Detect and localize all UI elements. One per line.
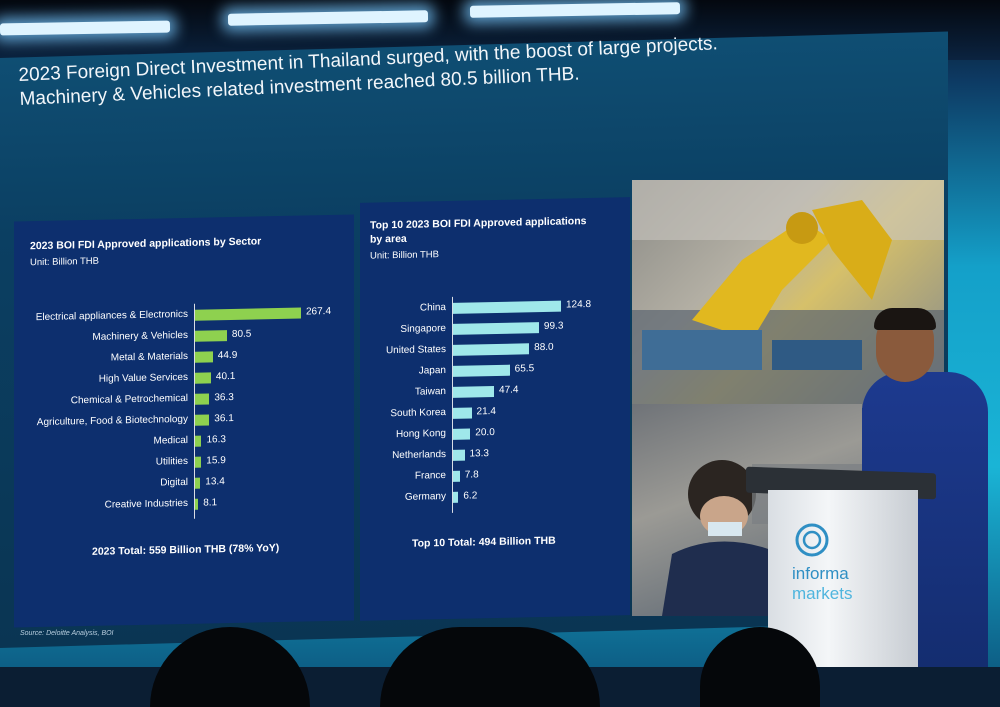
area-chart-total: Top 10 Total: 494 Billion THB	[412, 534, 556, 550]
sector_chart-row: Chemical & Petrochemical 36.3	[14, 388, 354, 409]
sector_chart-bar	[195, 435, 202, 447]
area_chart-value-label: 65.5	[514, 363, 535, 375]
area_chart-row: France 7.8	[360, 465, 630, 485]
informa-logo-icon	[795, 523, 829, 557]
area_chart-value-label: 13.3	[469, 448, 489, 460]
sector_chart-bar	[195, 414, 210, 426]
sector_chart-row: Electrical appliances & Electronics 267.4	[14, 304, 354, 325]
area_chart-label: United States	[385, 344, 446, 357]
sector_chart-value-label: 13.4	[205, 476, 225, 488]
ceiling-light	[227, 10, 429, 26]
area_chart-value-label: 20.0	[475, 427, 495, 439]
sector-chart-title: 2023 BOI FDI Approved applications by Se…	[30, 235, 262, 253]
area_chart-label: Japan	[418, 365, 446, 377]
sector_chart-bar	[195, 330, 227, 342]
area_chart-label: France	[414, 470, 446, 482]
area-chart-unit: Unit: Billion THB	[370, 249, 439, 262]
sector_chart-value-label: 8.1	[203, 497, 218, 509]
area_chart-value-label: 21.4	[476, 405, 496, 418]
sector_chart-value-label: 15.9	[206, 455, 226, 467]
slide-source: Source: Deloitte Analysis, BOI	[20, 630, 114, 637]
sector_chart-bar	[195, 498, 199, 510]
sector_chart-label: Digital	[160, 476, 188, 489]
sector_chart-value-label: 36.1	[214, 412, 234, 425]
sector_chart-label: Agriculture, Food & Biotechnology	[36, 413, 188, 429]
sector_chart-label: Creative Industries	[104, 497, 188, 511]
area_chart-bar	[453, 386, 495, 398]
sector_chart-row: High Value Services 40.1	[14, 367, 354, 388]
sector_chart-label: Utilities	[155, 455, 188, 468]
area_chart-label: Netherlands	[392, 449, 446, 462]
area_chart-row: Netherlands 13.3	[360, 444, 630, 464]
area_chart-row: China 124.8	[360, 297, 630, 317]
sector_chart-label: Metal & Materials	[110, 350, 188, 364]
sector_chart-value-label: 80.5	[231, 328, 252, 340]
area_chart-label: South Korea	[390, 407, 446, 420]
sector_chart-bar	[195, 456, 202, 468]
area_chart-bar	[453, 407, 472, 419]
area_chart-row: South Korea 21.4	[360, 402, 630, 422]
area_chart-bar	[453, 470, 460, 482]
sector_chart-row: Machinery & Vehicles 80.5	[14, 325, 354, 346]
sector_chart-label: Electrical appliances & Electronics	[35, 308, 188, 324]
sector_chart-row: Agriculture, Food & Biotechnology 36.1	[14, 409, 354, 430]
ceiling-light	[0, 20, 171, 36]
area_chart-value-label: 124.8	[566, 298, 592, 311]
area_chart-value-label: 99.3	[543, 320, 564, 332]
area_chart-bar	[453, 449, 465, 461]
area_chart-row: Singapore 99.3	[360, 318, 630, 338]
podium-brand-line1: informa	[792, 564, 849, 583]
sector_chart-value-label: 40.1	[215, 370, 236, 383]
area_chart-row: Hong Kong 20.0	[360, 423, 630, 443]
area_chart-label: Germany	[404, 491, 446, 503]
sector_chart-label: Machinery & Vehicles	[92, 329, 188, 343]
sector_chart-row: Metal & Materials 44.9	[14, 346, 354, 367]
area_chart-row: Taiwan 47.4	[360, 381, 630, 401]
sector_chart-bar	[195, 477, 201, 489]
area_chart-bar	[453, 343, 530, 356]
podium-brand-line2: markets	[792, 584, 853, 603]
sector_chart-value-label: 16.3	[206, 434, 226, 446]
sector-chart-unit: Unit: Billion THB	[30, 255, 99, 269]
sector_chart-row: Digital 13.4	[14, 472, 354, 493]
sector_chart-row: Utilities 15.9	[14, 451, 354, 472]
area_chart-value-label: 47.4	[499, 384, 519, 396]
area-chart-panel: Top 10 2023 BOI FDI Approved application…	[360, 197, 630, 621]
area_chart-value-label: 88.0	[534, 341, 554, 354]
sector_chart-value-label: 36.3	[214, 391, 234, 404]
sector_chart-label: Medical	[153, 434, 188, 447]
area_chart-label: Hong Kong	[395, 428, 446, 441]
area_chart-label: Singapore	[400, 323, 446, 335]
sector_chart-row: Medical 16.3	[14, 430, 354, 451]
area-chart-title: Top 10 2023 BOI FDI Approved application…	[370, 215, 587, 246]
sector_chart-row: Creative Industries 8.1	[14, 493, 354, 514]
speaker-hair	[874, 308, 936, 330]
area_chart-label: China	[419, 302, 446, 314]
sector_chart-bar	[195, 351, 213, 363]
sector_chart-label: High Value Services	[98, 371, 188, 385]
area_chart-value-label: 6.2	[463, 490, 478, 502]
sector_chart-label: Chemical & Petrochemical	[70, 392, 188, 407]
area_chart-label: Taiwan	[414, 386, 446, 398]
sector_chart-bar	[195, 307, 301, 321]
area_chart-row: Japan 65.5	[360, 360, 630, 380]
sector-chart-panel: 2023 BOI FDI Approved applications by Se…	[14, 214, 354, 628]
sector_chart-bar	[195, 372, 211, 384]
sector-chart-total: 2023 Total: 559 Billion THB (78% YoY)	[92, 542, 280, 558]
factory-robot-photo	[632, 180, 944, 408]
area_chart-bar	[453, 491, 459, 503]
area_chart-bar	[453, 364, 510, 377]
area_chart-value-label: 7.8	[464, 469, 479, 481]
sector_chart-value-label: 267.4	[306, 305, 332, 318]
area_chart-bar	[453, 300, 561, 314]
area_chart-bar	[453, 428, 471, 440]
area_chart-row: United States 88.0	[360, 339, 630, 359]
sector_chart-bar	[195, 393, 210, 405]
ceiling-light	[469, 2, 681, 18]
area_chart-row: Germany 6.2	[360, 486, 630, 506]
area_chart-bar	[453, 322, 539, 335]
sector_chart-value-label: 44.9	[217, 349, 238, 362]
